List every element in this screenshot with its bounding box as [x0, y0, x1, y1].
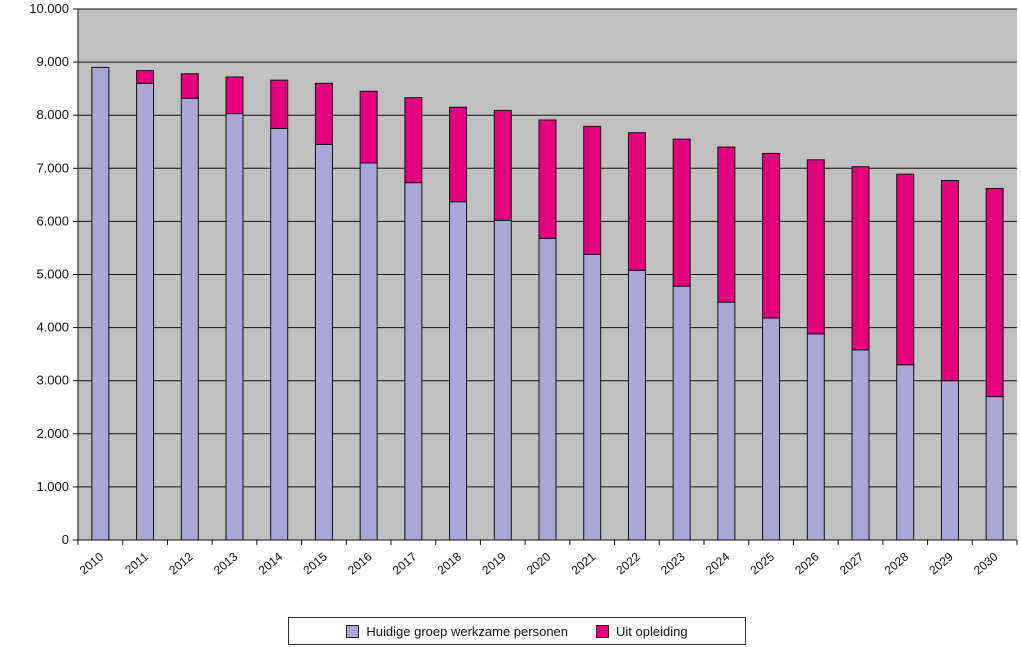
- y-tick-label: 10.000: [29, 1, 69, 16]
- bar-uit-opleiding: [270, 79, 289, 129]
- x-tick-label: 2029: [926, 549, 956, 577]
- bar-uit-opleiding: [449, 106, 468, 203]
- legend-label-huidige-groep: Huidige groep werkzame personen: [366, 623, 569, 639]
- y-tick-label: 4.000: [36, 320, 69, 335]
- bar-huidige-groep: [180, 97, 199, 541]
- bar-uit-opleiding: [896, 173, 915, 366]
- x-tick-label: 2016: [345, 549, 375, 577]
- bar-uit-opleiding: [314, 82, 333, 145]
- bar-huidige-groep: [851, 349, 870, 541]
- y-tick-label: 2.000: [36, 426, 69, 441]
- bar-uit-opleiding: [627, 132, 646, 271]
- bar-huidige-groep: [404, 182, 423, 541]
- bar-huidige-groep: [493, 219, 512, 541]
- bar-huidige-groep: [583, 253, 602, 541]
- bar-huidige-groep: [538, 237, 557, 541]
- bar-uit-opleiding: [806, 159, 825, 335]
- bar-uit-opleiding: [359, 90, 378, 164]
- legend-item-uit-opleiding: Uit opleiding: [596, 624, 688, 639]
- bar-uit-opleiding: [583, 125, 602, 255]
- y-tick-label: 1.000: [36, 479, 69, 494]
- x-tick-label: 2018: [435, 549, 465, 577]
- bar-huidige-groep: [985, 396, 1004, 541]
- y-tick-label: 9.000: [36, 54, 69, 69]
- bar-huidige-groep: [136, 82, 155, 541]
- bar-uit-opleiding: [180, 73, 199, 99]
- legend-item-huidige-groep: Huidige groep werkzame personen: [346, 624, 568, 639]
- bar-uit-opleiding: [404, 97, 423, 184]
- x-tick-label: 2030: [971, 549, 1001, 577]
- x-tick-label: 2026: [792, 549, 822, 577]
- legend-label-uit-opleiding: Uit opleiding: [616, 623, 688, 639]
- bar-uit-opleiding: [672, 138, 691, 287]
- x-tick-label: 2017: [390, 549, 420, 577]
- x-tick-label: 2027: [837, 549, 867, 577]
- y-tick-label: 6.000: [36, 213, 69, 228]
- y-tick-label: 5.000: [36, 267, 69, 282]
- bar-huidige-groep: [717, 301, 736, 541]
- bar-huidige-groep: [896, 364, 915, 541]
- bar-huidige-groep: [762, 317, 781, 541]
- bar-uit-opleiding: [762, 152, 781, 319]
- bar-uit-opleiding: [225, 76, 244, 115]
- x-tick-label: 2010: [77, 549, 107, 577]
- bar-huidige-groep: [940, 380, 959, 541]
- stacked-bar-chart: 0 1.000 2.000 3.000 4.000 5.000 6.000 7.000 8.00…: [29, 1, 1018, 577]
- x-tick-label: 2014: [256, 549, 286, 577]
- x-tick-label: 2025: [748, 549, 778, 577]
- legend-swatch-uit-opleiding: [596, 624, 610, 638]
- x-tick-label: 2028: [882, 549, 912, 577]
- bar-uit-opleiding: [940, 180, 959, 382]
- x-tick-label: 2024: [703, 549, 733, 577]
- x-tick-label: 2013: [211, 549, 241, 577]
- bar-huidige-groep: [91, 66, 110, 541]
- bar-uit-opleiding: [136, 70, 155, 84]
- y-tick-label: 7.000: [36, 160, 69, 175]
- chart-legend: Huidige groep werkzame personen Uit ople…: [288, 617, 746, 645]
- x-tick-label: 2021: [569, 549, 599, 577]
- x-tick-label: 2012: [166, 549, 196, 577]
- bar-huidige-groep: [225, 113, 244, 541]
- bar-uit-opleiding: [493, 109, 512, 221]
- bar-huidige-groep: [314, 143, 333, 541]
- x-tick-label: 2022: [613, 549, 643, 577]
- x-tick-label: 2023: [658, 549, 688, 577]
- x-tick-label: 2011: [122, 549, 151, 577]
- y-tick-label: 8.000: [36, 107, 69, 122]
- y-tick-label: 0: [62, 532, 69, 547]
- x-tick-label: 2015: [300, 549, 330, 577]
- bar-huidige-groep: [627, 269, 646, 541]
- x-tick-label: 2019: [479, 549, 509, 577]
- bar-huidige-groep: [270, 127, 289, 541]
- bar-uit-opleiding: [985, 187, 1004, 398]
- bar-huidige-groep: [359, 162, 378, 541]
- bar-uit-opleiding: [717, 146, 736, 303]
- bar-huidige-groep: [672, 285, 691, 541]
- bar-huidige-groep: [806, 333, 825, 541]
- bar-huidige-groep: [449, 201, 468, 541]
- bar-uit-opleiding: [851, 166, 870, 351]
- legend-swatch-huidige-groep: [346, 624, 360, 638]
- x-tick-label: 2020: [524, 549, 554, 577]
- bar-uit-opleiding: [538, 119, 557, 239]
- y-tick-label: 3.000: [36, 373, 69, 388]
